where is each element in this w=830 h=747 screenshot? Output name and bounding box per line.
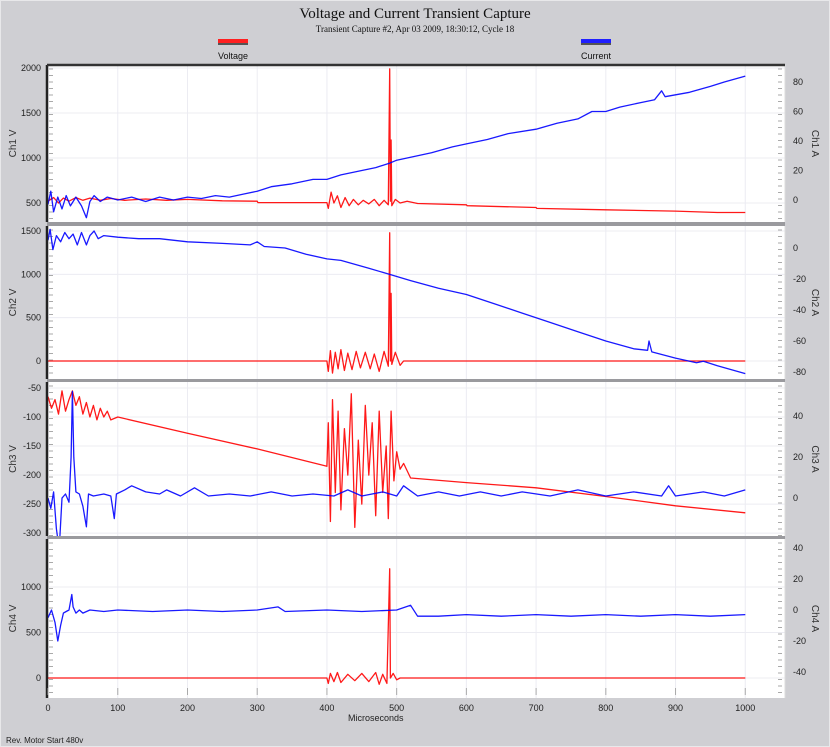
right-tick-label: 0 <box>793 493 798 503</box>
panel-ch1: 2000 1500 1000 500 80 60 40 20 0 Ch1 V Ch1 A <box>8 63 820 226</box>
right-axis-title: Ch3 A <box>809 445 820 473</box>
x-tick-label: 300 <box>250 703 265 713</box>
left-tick-label: 1000 <box>21 582 41 592</box>
legend-label-current: Current <box>580 51 611 61</box>
panel-background <box>47 65 785 222</box>
x-tick-label: 600 <box>459 703 474 713</box>
legend-swatch-voltage <box>218 39 248 45</box>
left-tick-label: 1000 <box>21 269 41 279</box>
right-axis-title: Ch4 A <box>809 605 820 633</box>
left-tick-label: -50 <box>28 383 41 393</box>
right-tick-label: 40 <box>793 543 803 553</box>
panel-background <box>47 226 785 379</box>
right-tick-label: 20 <box>793 166 803 176</box>
chart-subtitle: Transient Capture #2, Apr 03 2009, 18:30… <box>315 24 515 34</box>
left-axis-title: Ch2 V <box>8 288 19 316</box>
right-tick-label: 40 <box>793 411 803 421</box>
left-tick-label: -200 <box>23 470 41 480</box>
x-tick-label: 200 <box>180 703 195 713</box>
left-axis-title: Ch4 V <box>8 604 19 632</box>
right-tick-label: 20 <box>793 452 803 462</box>
left-axis-title: Ch1 V <box>8 129 19 157</box>
panel-separator <box>47 222 785 226</box>
panel-separator <box>47 379 785 382</box>
panel-separator <box>47 536 785 539</box>
right-tick-label: -60 <box>793 336 806 346</box>
series-current-ch2 <box>47 228 746 375</box>
left-tick-label: 1500 <box>21 108 41 118</box>
left-tick-label: 1500 <box>21 226 41 236</box>
right-tick-label: 0 <box>793 243 798 253</box>
right-axis-title: Ch2 A <box>809 289 820 317</box>
right-tick-label: 0 <box>793 605 798 615</box>
panel-ch2: 1500 1000 500 0 0 -20 -40 -60 -80 Ch2 V Ch2 A <box>8 226 820 382</box>
series-current-ch4 <box>47 593 746 642</box>
x-tick-label: 800 <box>598 703 613 713</box>
series-voltage-ch3 <box>47 390 746 528</box>
right-tick-label: 20 <box>793 574 803 584</box>
x-tick-label: 500 <box>389 703 404 713</box>
series-voltage-ch2 <box>48 232 746 374</box>
left-tick-label: 500 <box>26 627 41 637</box>
footer-note: Rev. Motor Start 480v <box>6 736 84 745</box>
panel-background <box>47 382 785 536</box>
right-tick-label: -40 <box>793 305 806 315</box>
right-tick-label: -20 <box>793 274 806 284</box>
x-tick-label: 100 <box>110 703 125 713</box>
series-current-ch3 <box>47 390 746 550</box>
left-tick-label: -150 <box>23 441 41 451</box>
x-tick-label: 400 <box>319 703 334 713</box>
left-tick-label: -300 <box>23 528 41 538</box>
legend-label-voltage: Voltage <box>217 51 249 61</box>
left-tick-label: 2000 <box>21 63 41 73</box>
x-tick-label: 700 <box>529 703 544 713</box>
chart-title: Voltage and Current Transient Capture <box>299 6 531 22</box>
x-axis-label: Microseconds <box>348 713 404 723</box>
right-tick-label: 0 <box>793 195 798 205</box>
left-axis-title: Ch3 V <box>8 445 19 473</box>
x-tick-label: 900 <box>668 703 683 713</box>
series-voltage-ch1 <box>47 68 746 214</box>
right-tick-label: -80 <box>793 367 806 377</box>
series-voltage-ch4 <box>48 568 746 685</box>
right-tick-label: 80 <box>793 77 803 87</box>
left-tick-label: 1000 <box>21 153 41 163</box>
x-tick-label: 0 <box>46 703 51 713</box>
left-tick-label: -100 <box>23 412 41 422</box>
left-tick-label: 0 <box>36 356 41 366</box>
left-tick-label: 500 <box>26 198 41 208</box>
right-tick-label: 40 <box>793 136 803 146</box>
panel-ch3: -50 -100 -150 -200 -250 -300 40 20 0 Ch3 V Ch3 A <box>8 382 820 550</box>
left-tick-label: 0 <box>36 673 41 683</box>
x-tick-label: 1000 <box>735 703 755 713</box>
left-tick-label: -250 <box>23 499 41 509</box>
series-current-ch1 <box>47 75 746 219</box>
panel-ch4: 1000 500 0 40 20 0 -20 -40 Ch4 V Ch4 A <box>8 539 820 698</box>
left-tick-label: 500 <box>26 313 41 323</box>
right-tick-label: -40 <box>793 667 806 677</box>
right-tick-label: -20 <box>793 636 806 646</box>
legend-swatch-current <box>581 39 611 45</box>
panel-background <box>47 539 785 698</box>
right-tick-label: 60 <box>793 106 803 116</box>
right-axis-title: Ch1 A <box>809 130 820 158</box>
